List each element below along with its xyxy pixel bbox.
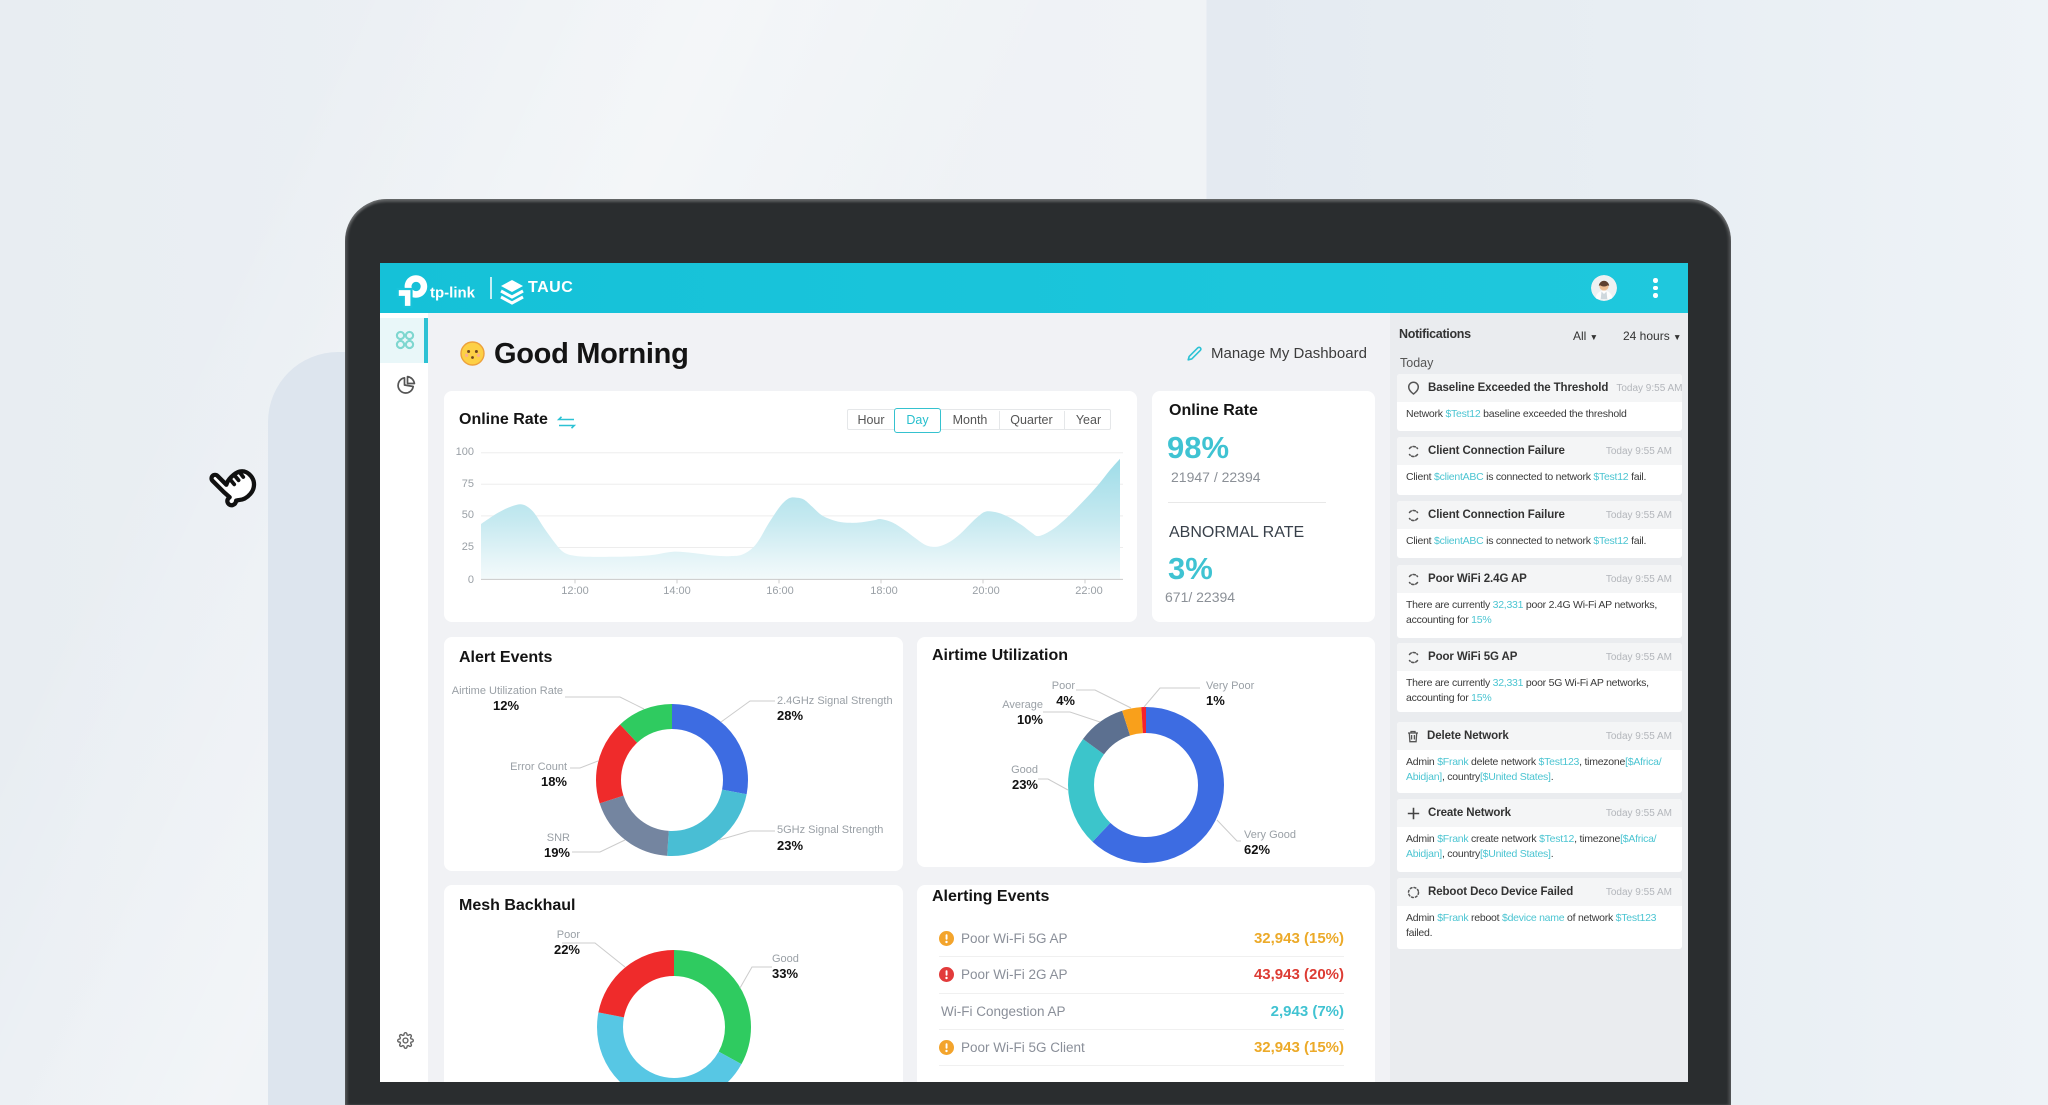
svg-text:tp-link: tp-link bbox=[430, 285, 476, 302]
